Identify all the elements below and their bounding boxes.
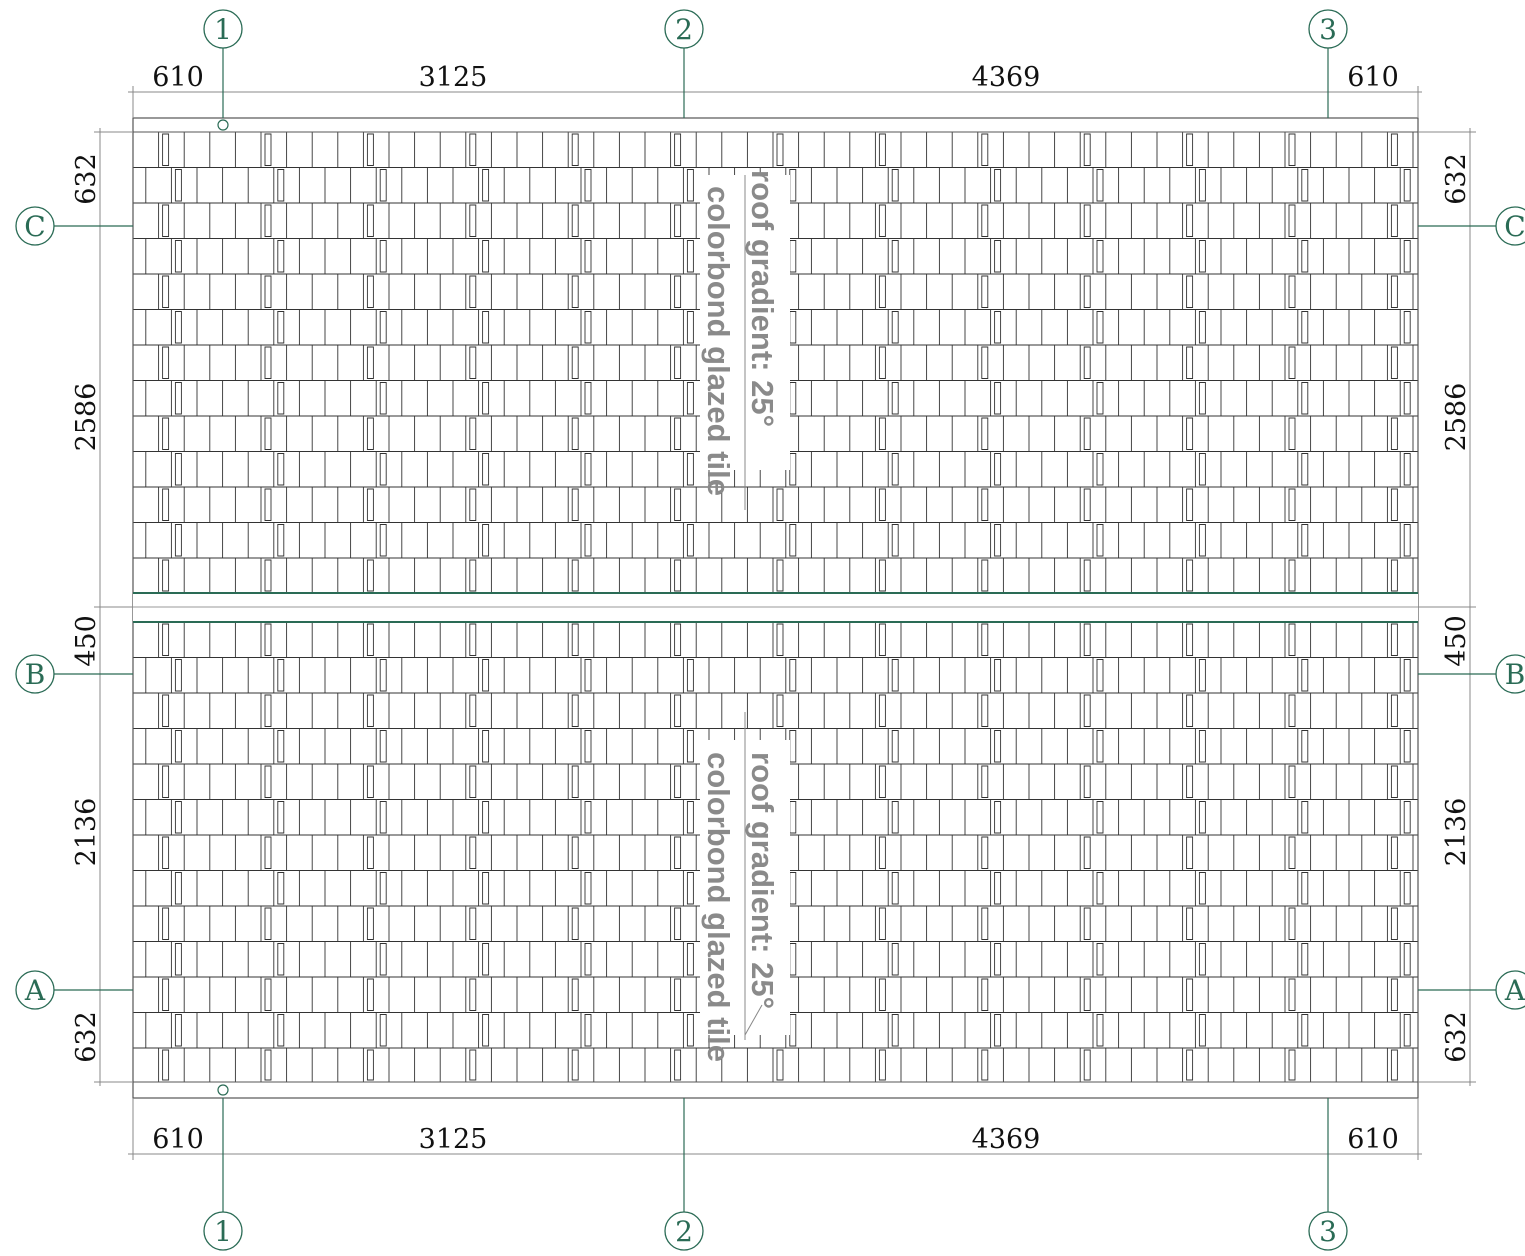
grid-bubble-a-right: A — [1495, 970, 1525, 1010]
dim-top-3: 4369 — [972, 62, 1041, 93]
dim-left-1: 632 — [71, 153, 102, 205]
dim-right-5: 632 — [1441, 1011, 1472, 1063]
grid-lines — [54, 48, 1496, 1212]
grid-bubble-3-bottom: 3 — [1308, 1211, 1348, 1251]
dim-right-2: 2586 — [1441, 383, 1472, 452]
svg-text:2: 2 — [675, 1215, 693, 1248]
dim-right-3: 450 — [1441, 615, 1472, 667]
lower-roof-note: roof gradient: 25° colorbond glazed tile — [700, 712, 790, 1062]
svg-text:B: B — [1505, 658, 1525, 691]
dim-top-2: 3125 — [419, 62, 488, 93]
dim-left-3: 450 — [71, 615, 102, 667]
svg-text:3: 3 — [1319, 13, 1337, 46]
grid-bubble-1-top: 1 — [203, 9, 243, 49]
svg-text:B: B — [25, 658, 46, 691]
upper-gradient-note: roof gradient: 25° — [745, 170, 780, 427]
dim-bottom-3: 4369 — [972, 1124, 1041, 1155]
dim-bottom-2: 3125 — [419, 1124, 488, 1155]
dim-left-4: 2136 — [71, 798, 102, 867]
tile-pattern-path — [132, 622, 1418, 1083]
dim-top-1: 610 — [152, 62, 204, 93]
marker-top — [217, 119, 229, 131]
grid-bubble-2-top: 2 — [664, 9, 704, 49]
grid-bubble-3-top: 3 — [1308, 9, 1348, 49]
svg-text:2: 2 — [675, 13, 693, 46]
svg-text:C: C — [1504, 210, 1525, 243]
tile-pattern-path — [132, 132, 1418, 594]
upper-material-note: colorbond glazed tile — [701, 186, 736, 496]
dim-bottom-4: 610 — [1347, 1124, 1399, 1155]
upper-roof-tiles — [132, 132, 1418, 594]
svg-text:C: C — [24, 210, 45, 243]
marker-bottom — [217, 1084, 229, 1096]
dim-top-4: 610 — [1347, 62, 1399, 93]
lower-roof-tiles — [132, 622, 1418, 1083]
dim-left-5: 632 — [71, 1011, 102, 1063]
svg-text:A: A — [24, 974, 46, 1007]
lower-material-note: colorbond glazed tile — [701, 752, 736, 1062]
grid-bubble-c-left: C — [15, 206, 55, 246]
dim-right-4: 2136 — [1441, 798, 1472, 867]
grid-bubble-2-bottom: 2 — [664, 1211, 704, 1251]
svg-text:3: 3 — [1319, 1215, 1337, 1248]
lower-gradient-note: roof gradient: 25° — [745, 752, 780, 1009]
dim-right-1: 632 — [1441, 153, 1472, 205]
upper-roof-note: roof gradient: 25° colorbond glazed tile — [700, 170, 790, 510]
grid-bubble-b-right: B — [1495, 654, 1525, 694]
grid-bubble-b-left: B — [15, 654, 55, 694]
svg-text:1: 1 — [214, 1215, 232, 1248]
svg-text:A: A — [1504, 974, 1525, 1007]
svg-text:1: 1 — [214, 13, 232, 46]
dim-bottom-1: 610 — [152, 1124, 204, 1155]
grid-bubble-a-left: A — [15, 970, 55, 1010]
dim-left-2: 2586 — [71, 383, 102, 452]
grid-bubble-1-bottom: 1 — [203, 1211, 243, 1251]
grid-bubble-c-right: C — [1495, 206, 1525, 246]
